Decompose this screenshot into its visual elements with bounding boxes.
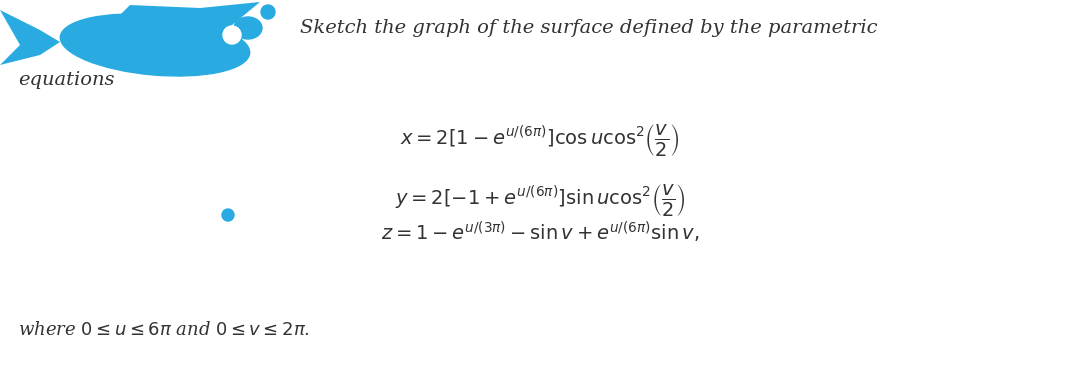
Polygon shape xyxy=(130,55,220,75)
Text: where $0 \leq u \leq 6\pi$ and $0 \leq v \leq 2\pi$.: where $0 \leq u \leq 6\pi$ and $0 \leq v… xyxy=(18,321,310,339)
Text: $z = 1 - e^{u/(3\pi)} - \sin v + e^{u/(6\pi)}\sin v,$: $z = 1 - e^{u/(3\pi)} - \sin v + e^{u/(6… xyxy=(381,220,699,245)
Ellipse shape xyxy=(60,14,249,76)
Circle shape xyxy=(222,209,234,221)
Ellipse shape xyxy=(234,17,262,39)
Circle shape xyxy=(222,26,241,44)
Text: $x = 2\left[1 - e^{u/(6\pi)}\right]\cos u\cos^2\!\left(\dfrac{v}{2}\right)$: $x = 2\left[1 - e^{u/(6\pi)}\right]\cos … xyxy=(401,122,679,158)
Polygon shape xyxy=(80,2,260,55)
Polygon shape xyxy=(0,10,60,65)
Text: equations: equations xyxy=(18,71,114,89)
Circle shape xyxy=(261,5,275,19)
Text: Sketch the graph of the surface defined by the parametric: Sketch the graph of the surface defined … xyxy=(300,19,877,37)
Text: $y = 2\left[-1 + e^{u/(6\pi)}\right]\sin u\cos^2\!\left(\dfrac{v}{2}\right)$: $y = 2\left[-1 + e^{u/(6\pi)}\right]\sin… xyxy=(394,182,686,218)
